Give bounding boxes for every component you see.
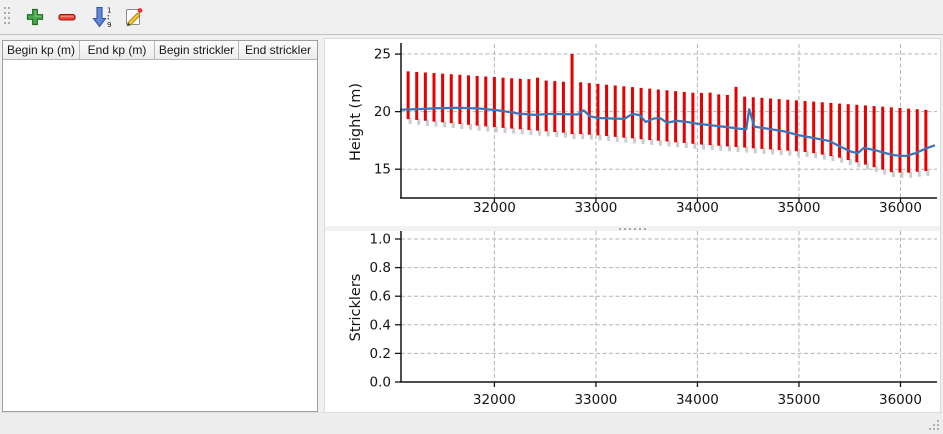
add-icon [26,8,44,26]
svg-text:1: 1 [107,7,111,15]
table-body-empty[interactable] [3,60,317,411]
svg-text:Stricklers: Stricklers [348,274,364,342]
charts-panel: 32000 33000 34000 35000 36000 15 20 25 Height (m… [324,38,941,413]
svg-text:15: 15 [374,162,391,178]
column-header-begin-kp[interactable]: Begin kp (m) [3,41,80,59]
svg-text:0.0: 0.0 [370,375,391,391]
svg-text:0.6: 0.6 [370,289,391,305]
svg-text:Height (m): Height (m) [348,83,364,161]
stricklers-chart: 32000 33000 34000 35000 36000 0.0 0.2 0.4 0.6 0.8… [348,231,937,408]
svg-text:32000: 32000 [473,200,516,216]
svg-text:36000: 36000 [879,392,922,408]
svg-text:0.2: 0.2 [370,346,391,362]
svg-text:35000: 35000 [777,392,820,408]
sort-ascending-icon: 1 9 [92,7,111,28]
column-header-end-kp[interactable]: End kp (m) [80,41,155,59]
svg-text:33000: 33000 [574,200,617,216]
add-row-button[interactable] [22,4,48,30]
svg-text:33000: 33000 [574,392,617,408]
remove-row-button[interactable] [54,4,80,30]
svg-text:25: 25 [374,47,391,63]
column-header-begin-strickler[interactable]: Begin strickler [155,41,239,59]
edit-button[interactable] [121,4,147,30]
svg-text:9: 9 [107,21,111,28]
svg-text:1.0: 1.0 [370,232,391,248]
table-header: Begin kp (m) End kp (m) Begin strickler … [3,41,317,60]
resize-grip-icon[interactable] [927,418,941,432]
svg-text:32000: 32000 [473,392,516,408]
svg-text:0.4: 0.4 [370,317,391,333]
sort-button[interactable]: 1 9 [89,4,115,30]
splitter-dots-icon [619,227,646,230]
column-header-end-strickler[interactable]: End strickler [244,43,312,57]
chart-splitter-handle[interactable] [325,226,940,231]
remove-icon [58,13,76,21]
svg-text:34000: 34000 [676,200,719,216]
status-bar [0,412,943,434]
svg-text:35000: 35000 [777,200,820,216]
edit-icon [126,8,143,27]
toolbar: 1 9 [0,0,943,35]
strickler-table: Begin kp (m) End kp (m) Begin strickler … [2,40,318,412]
svg-text:34000: 34000 [676,392,719,408]
height-chart: 32000 33000 34000 35000 36000 15 20 25 Height (m… [348,43,937,216]
svg-text:0.8: 0.8 [370,260,391,276]
svg-text:20: 20 [374,104,391,120]
svg-text:36000: 36000 [879,200,922,216]
toolbar-drag-handle[interactable] [3,6,13,28]
